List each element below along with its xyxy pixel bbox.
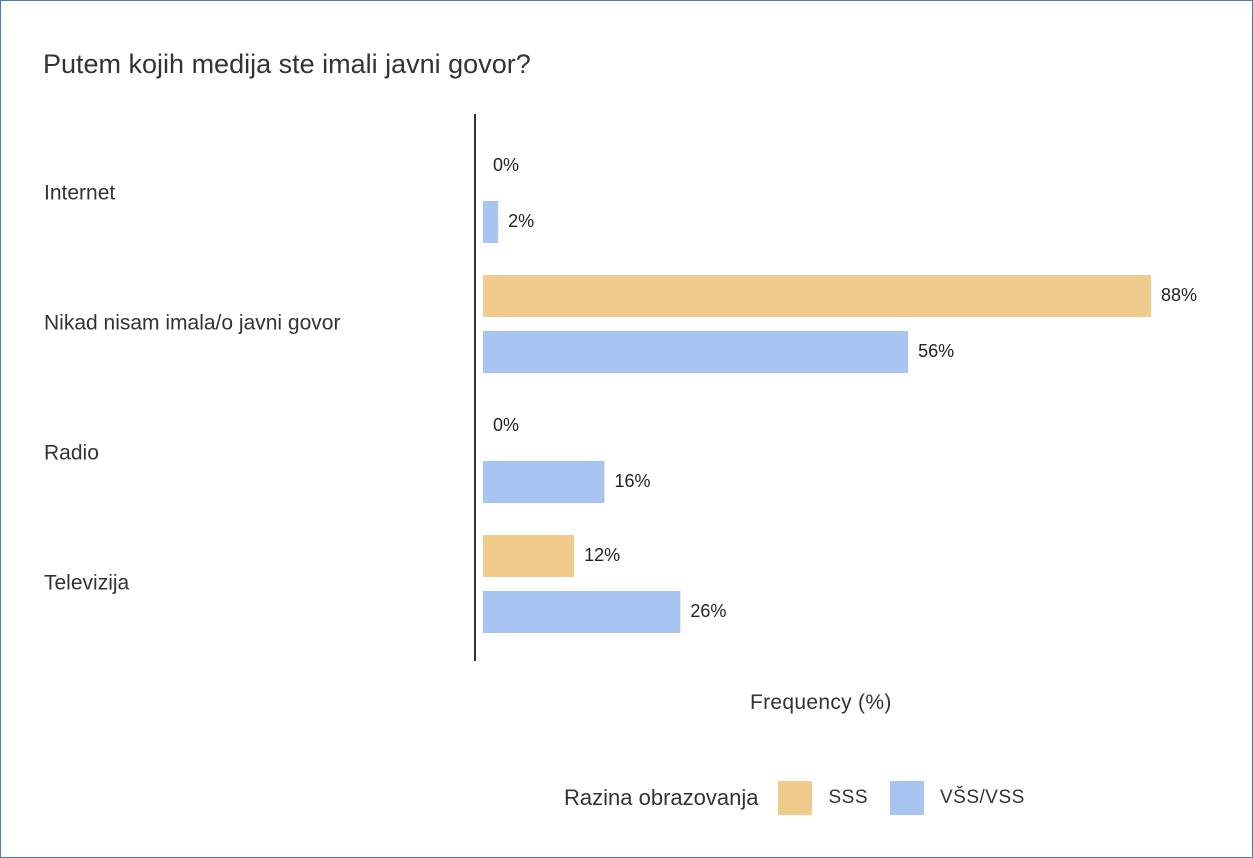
bar-0-3	[483, 535, 575, 577]
legend-item-vss: VŠS/VSS	[890, 781, 1025, 815]
x-axis-title: Frequency (%)	[750, 691, 892, 714]
category-label: Nikad nisam imala/o javni govor	[44, 312, 340, 335]
category-label: Radio	[44, 442, 99, 465]
bar-1-2	[483, 461, 605, 503]
chart-title: Putem kojih medija ste imali javni govor…	[43, 49, 531, 79]
bar-1-3	[483, 591, 681, 633]
bar-1-0	[483, 201, 499, 243]
bar-0-1	[483, 275, 1151, 317]
legend-swatch-sss	[778, 781, 813, 815]
data-label: 0%	[493, 155, 519, 175]
data-label: 88%	[1161, 285, 1197, 305]
legend-title: Razina obrazovanja	[564, 785, 759, 810]
legend-label-vss: VŠS/VSS	[940, 787, 1025, 808]
category-label: Internet	[44, 182, 115, 205]
category-label: Televizija	[44, 572, 130, 595]
legend-item-sss: SSS	[778, 781, 868, 815]
bar-1-1	[483, 331, 909, 373]
legend-label-sss: SSS	[828, 787, 868, 808]
data-label: 26%	[690, 601, 726, 621]
data-label: 0%	[493, 415, 519, 435]
data-label: 16%	[614, 471, 650, 491]
legend-swatch-vss	[890, 781, 924, 815]
data-label: 12%	[584, 545, 620, 565]
data-label: 56%	[918, 341, 954, 361]
data-label: 2%	[508, 211, 534, 231]
legend: Razina obrazovanja SSS VŠS/VSS	[564, 781, 1047, 815]
